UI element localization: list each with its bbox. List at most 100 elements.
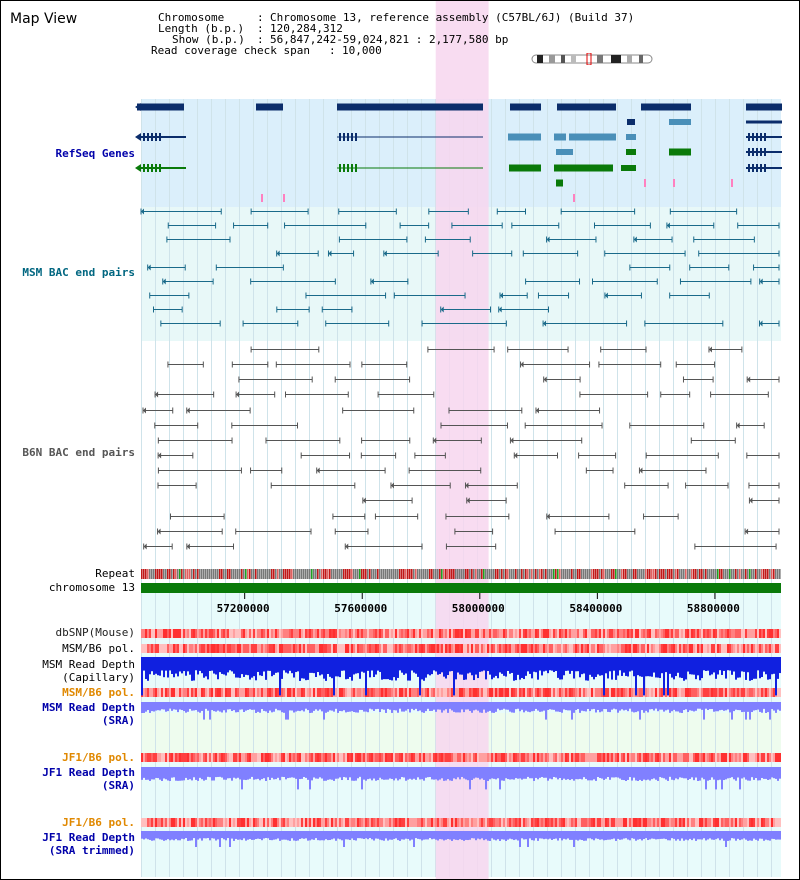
msm-b6-pol-sra-heat bbox=[559, 688, 561, 697]
msm-depth-sra-bar bbox=[193, 702, 195, 711]
track-label-msm-b6-pol-2[interactable]: MSM/B6 pol. bbox=[62, 686, 135, 699]
jf1-depth-trimmed-bar bbox=[195, 831, 197, 847]
jf1-b6-pol-2-heat bbox=[455, 818, 457, 827]
msm-depth-capillary-bar bbox=[501, 657, 503, 674]
dbsnp-heat bbox=[509, 629, 511, 638]
jf1-b6-pol-2-heat bbox=[467, 818, 469, 827]
jf1-b6-pol-heat bbox=[331, 753, 333, 762]
gene-feature bbox=[641, 103, 691, 111]
jf1-b6-pol-2-heat bbox=[387, 818, 389, 827]
jf1-b6-pol-2-heat bbox=[269, 818, 271, 827]
msm-b6-pol-sra-heat bbox=[289, 688, 291, 697]
repeat-mark bbox=[667, 569, 669, 579]
track-label-jf1-depth[interactable]: JF1 Read Depth (SRA) bbox=[42, 766, 135, 792]
msm-depth-sra-bar bbox=[645, 702, 647, 711]
msm-depth-capillary-bar bbox=[743, 657, 745, 672]
msm-depth-capillary-bar bbox=[413, 657, 415, 673]
track-label-repeat[interactable]: Repeat bbox=[95, 567, 135, 580]
jf1-depth-sra-bar bbox=[647, 767, 649, 780]
msm-b6-pol-sra-heat bbox=[477, 688, 479, 697]
jf1-b6-pol-heat bbox=[505, 753, 507, 762]
msm-b6-pol-heat bbox=[499, 644, 501, 653]
jf1-b6-pol-2-heat bbox=[303, 818, 305, 827]
jf1-b6-pol-heat bbox=[693, 753, 695, 762]
jf1-b6-pol-heat bbox=[353, 753, 355, 762]
jf1-depth-sra-bar bbox=[745, 767, 747, 780]
jf1-depth-trimmed-bar bbox=[453, 831, 455, 840]
jf1-b6-pol-2-heat bbox=[479, 818, 481, 827]
track-label-msm-b6-pol-1[interactable]: MSM/B6 pol. bbox=[62, 642, 135, 655]
jf1-depth-trimmed-bar bbox=[215, 831, 217, 841]
msm-depth-capillary-bar bbox=[235, 657, 237, 678]
track-label-dbsnp[interactable]: dbSNP(Mouse) bbox=[55, 626, 135, 639]
gene-exon bbox=[159, 133, 161, 141]
track-label-msm-bac[interactable]: MSM BAC end pairs bbox=[22, 266, 135, 279]
track-label-jf1-depth-trimmed[interactable]: JF1 Read Depth (SRA trimmed) bbox=[42, 831, 135, 857]
track-label-b6n-bac[interactable]: B6N BAC end pairs bbox=[22, 446, 135, 459]
msm-depth-capillary-bar bbox=[493, 657, 495, 678]
dbsnp-heat bbox=[385, 629, 387, 638]
jf1-b6-pol-2-heat bbox=[457, 818, 459, 827]
msm-b6-pol-heat bbox=[767, 644, 769, 653]
jf1-b6-pol-2-heat bbox=[383, 818, 385, 827]
jf1-depth-trimmed-bar bbox=[179, 831, 181, 841]
msm-b6-pol-heat bbox=[703, 644, 705, 653]
msm-depth-capillary-bar bbox=[335, 657, 337, 677]
jf1-depth-trimmed-bar bbox=[237, 831, 239, 840]
msm-depth-sra-bar bbox=[737, 702, 739, 711]
dbsnp-heat bbox=[557, 629, 559, 638]
jf1-depth-trimmed-bar bbox=[473, 831, 475, 839]
jf1-b6-pol-2-heat bbox=[319, 818, 321, 827]
jf1-b6-pol-heat bbox=[323, 753, 325, 762]
dbsnp-heat bbox=[585, 629, 587, 638]
jf1-b6-pol-2-heat bbox=[145, 818, 147, 827]
msm-b6-pol-sra-heat bbox=[275, 688, 277, 697]
jf1-b6-pol-heat bbox=[749, 753, 751, 762]
msm-depth-sra-bar bbox=[421, 702, 423, 713]
msm-depth-sra-bar bbox=[691, 702, 693, 711]
jf1-depth-sra-bar bbox=[225, 767, 227, 780]
track-label-jf1-b6-pol-2[interactable]: JF1/B6 pol. bbox=[62, 816, 135, 829]
jf1-b6-pol-2-heat bbox=[687, 818, 689, 827]
msm-bac-arrow-icon bbox=[666, 222, 670, 229]
jf1-b6-pol-2-heat bbox=[289, 818, 291, 827]
track-label-jf1-b6-pol-1[interactable]: JF1/B6 pol. bbox=[62, 751, 135, 764]
jf1-b6-pol-2-heat bbox=[177, 818, 179, 827]
chromosome-ideogram[interactable] bbox=[531, 53, 655, 65]
msm-b6-pol-heat bbox=[355, 644, 357, 653]
repeat-mark bbox=[241, 569, 243, 579]
msm-depth-capillary-bar bbox=[457, 657, 459, 673]
msm-b6-pol-sra-heat bbox=[267, 688, 269, 697]
gene-feature bbox=[554, 133, 566, 141]
jf1-depth-trimmed-bar bbox=[469, 831, 471, 840]
jf1-depth-trimmed-bar bbox=[391, 831, 393, 840]
msm-b6-pol-sra-heat bbox=[255, 688, 257, 697]
jf1-b6-pol-heat bbox=[765, 753, 767, 762]
msm-b6-pol-heat bbox=[695, 644, 697, 653]
track-label-refseq[interactable]: RefSeq Genes bbox=[55, 147, 135, 160]
repeat-mark bbox=[445, 569, 447, 579]
msm-depth-capillary-bar bbox=[427, 657, 429, 675]
jf1-depth-sra-bar bbox=[429, 767, 431, 778]
track-label-msm-depth-capillary[interactable]: MSM Read Depth (Capillary) bbox=[42, 658, 135, 684]
dbsnp-heat bbox=[389, 629, 391, 638]
jf1-b6-pol-heat bbox=[667, 753, 669, 762]
dbsnp-heat bbox=[753, 629, 755, 638]
dbsnp-heat bbox=[515, 629, 517, 638]
msm-depth-capillary-bar bbox=[581, 657, 583, 675]
jf1-depth-sra-bar bbox=[331, 767, 333, 780]
msm-depth-sra-bar bbox=[461, 702, 463, 710]
jf1-b6-pol-heat bbox=[463, 753, 465, 762]
msm-depth-capillary-bar bbox=[475, 657, 477, 675]
track-label-chromosome[interactable]: chromosome 13 bbox=[48, 581, 135, 594]
msm-depth-capillary-bar bbox=[189, 657, 191, 675]
repeat-mark bbox=[641, 569, 643, 579]
msm-depth-capillary-bar bbox=[631, 657, 633, 671]
dbsnp-heat bbox=[731, 629, 733, 638]
dbsnp-heat bbox=[561, 629, 563, 638]
msm-b6-pol-heat bbox=[575, 644, 577, 653]
jf1-b6-pol-2-heat bbox=[657, 818, 659, 827]
track-label-msm-depth-sra[interactable]: MSM Read Depth (SRA) bbox=[42, 701, 135, 727]
jf1-b6-pol-heat bbox=[443, 753, 445, 762]
